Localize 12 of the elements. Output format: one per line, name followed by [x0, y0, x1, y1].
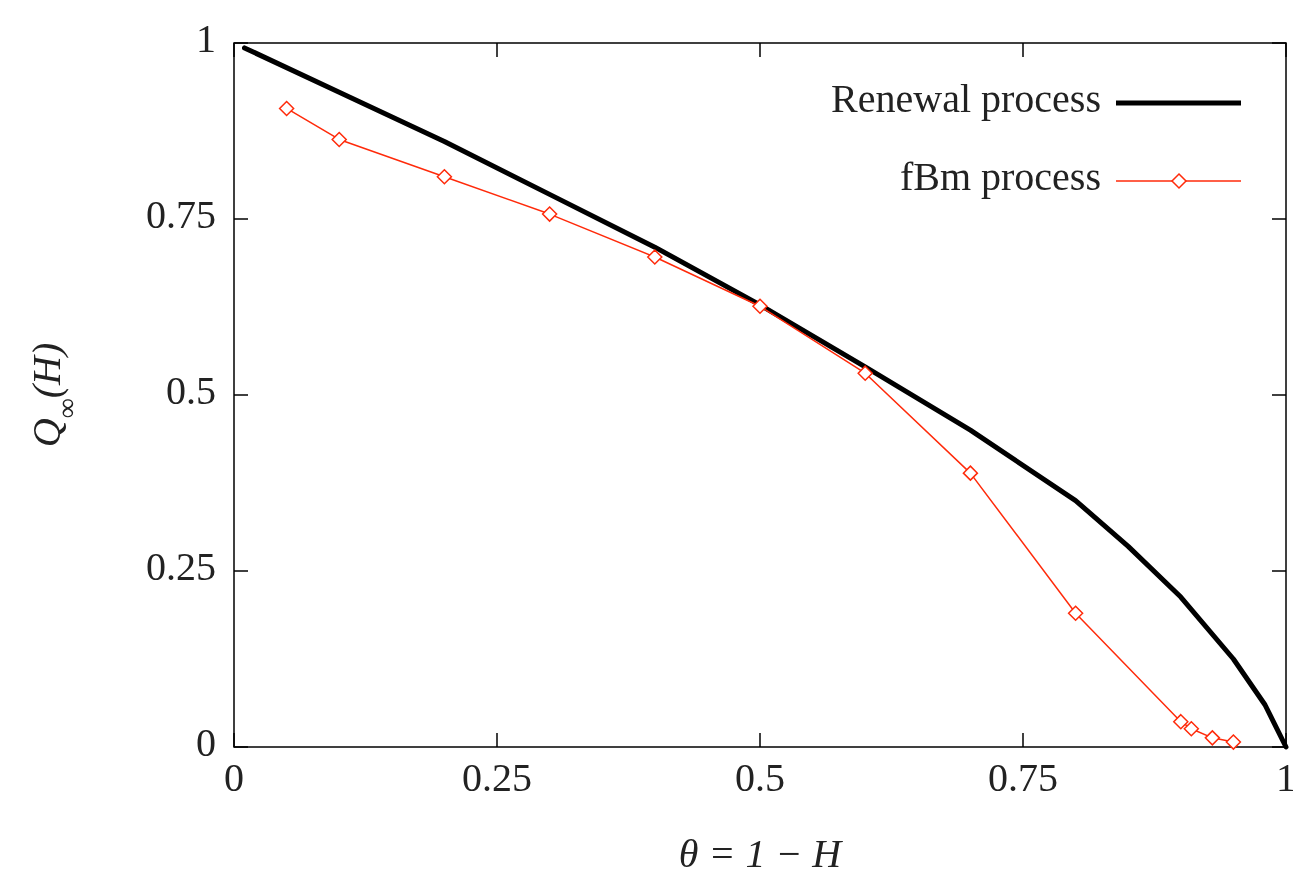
legend-label: Renewal process	[831, 76, 1101, 122]
x-tick-label: 0.5	[735, 755, 785, 800]
y-tick-label: 0.25	[146, 544, 216, 590]
y-tick-label: 0.75	[146, 192, 216, 238]
legend-label: fBm process	[899, 154, 1101, 200]
x-tick-label: 0.25	[462, 755, 532, 800]
x-tick-label: 0.75	[988, 755, 1058, 800]
y-tick-label: 0	[196, 720, 216, 766]
y-tick-label: 0.5	[166, 368, 216, 414]
y-tick-label: 1	[196, 16, 216, 62]
x-tick-label: 0	[224, 755, 244, 800]
x-axis-title: θ = 1 − H	[678, 831, 844, 876]
